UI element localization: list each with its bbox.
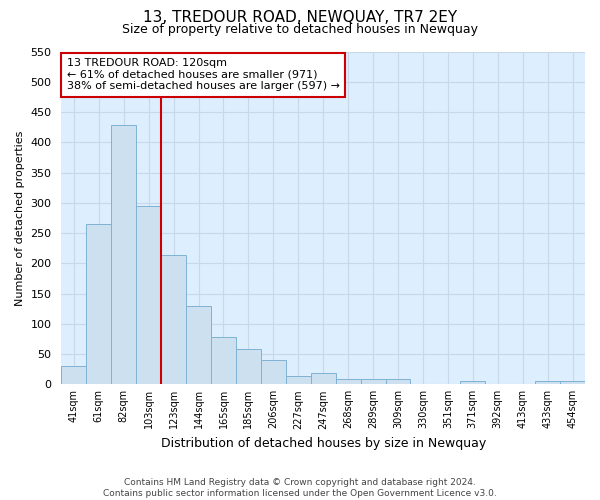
Text: 13, TREDOUR ROAD, NEWQUAY, TR7 2EY: 13, TREDOUR ROAD, NEWQUAY, TR7 2EY — [143, 10, 457, 25]
Bar — [335, 380, 361, 384]
Bar — [111, 126, 136, 384]
Bar — [261, 360, 286, 384]
Bar — [560, 382, 585, 384]
Bar — [211, 337, 236, 384]
Bar — [286, 376, 311, 384]
Text: Size of property relative to detached houses in Newquay: Size of property relative to detached ho… — [122, 22, 478, 36]
Bar — [86, 224, 111, 384]
Bar — [136, 206, 161, 384]
X-axis label: Distribution of detached houses by size in Newquay: Distribution of detached houses by size … — [161, 437, 486, 450]
Bar — [236, 349, 261, 384]
Bar — [311, 374, 335, 384]
Y-axis label: Number of detached properties: Number of detached properties — [15, 130, 25, 306]
Bar — [535, 382, 560, 384]
Bar — [186, 306, 211, 384]
Bar — [161, 255, 186, 384]
Text: Contains HM Land Registry data © Crown copyright and database right 2024.
Contai: Contains HM Land Registry data © Crown c… — [103, 478, 497, 498]
Bar — [361, 380, 386, 384]
Bar — [460, 382, 485, 384]
Bar — [61, 366, 86, 384]
Text: 13 TREDOUR ROAD: 120sqm
← 61% of detached houses are smaller (971)
38% of semi-d: 13 TREDOUR ROAD: 120sqm ← 61% of detache… — [67, 58, 340, 92]
Bar — [386, 380, 410, 384]
